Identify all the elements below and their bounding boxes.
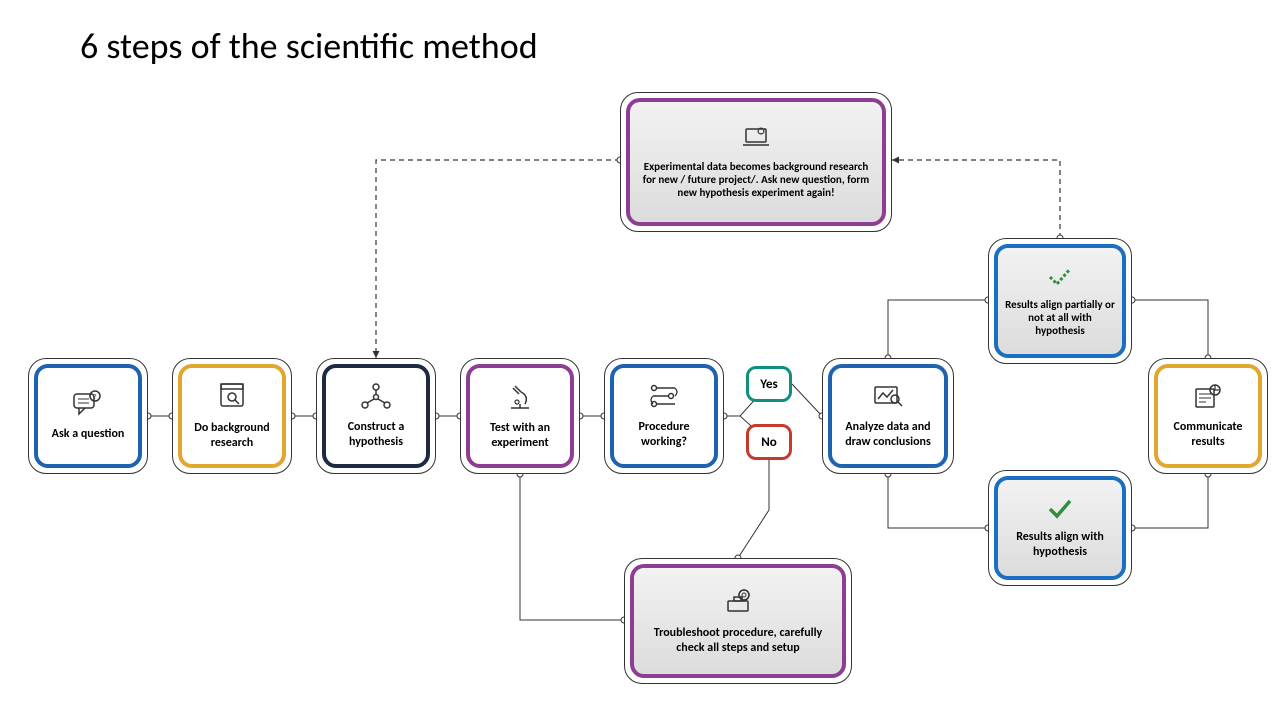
communicate-icon [1194,383,1222,414]
node-partial-label: Results align partially or not at all wi… [1004,298,1116,338]
page-title: 6 steps of the scientific method [80,24,538,68]
node-research: Do background research [178,364,286,468]
research-icon [218,382,246,415]
node-feedback: Experimental data becomes background res… [626,98,886,226]
node-trouble-label: Troubleshoot procedure, carefully check … [640,626,836,655]
node-feedback-label: Experimental data becomes background res… [636,160,876,200]
chat-question-icon: ? [73,390,103,421]
check-icon [1047,497,1073,524]
node-test: Test with an experiment [466,364,574,468]
node-analyze: Analyze data and draw conclusions [828,364,948,468]
node-hypothesis: Construct a hypothesis [322,364,430,468]
node-ask-label: Ask a question [52,427,125,441]
node-align-label: Results align with hypothesis [1004,530,1116,559]
node-procedure-label: Procedure working? [620,420,708,449]
procedure-icon [649,383,679,414]
laptop-icon [741,125,771,154]
microscope-icon [507,382,533,415]
badge-no: No [746,424,792,460]
badge-yes: Yes [746,366,792,402]
check-dashed-icon [1047,265,1073,292]
node-communicate-label: Communicate results [1164,420,1252,449]
node-procedure: Procedure working? [610,364,718,468]
node-ask: ? Ask a question [34,364,142,468]
svg-text:?: ? [93,392,96,401]
node-test-label: Test with an experiment [476,421,564,450]
analyze-icon [873,383,903,414]
node-hypothesis-label: Construct a hypothesis [332,420,420,449]
node-analyze-label: Analyze data and draw conclusions [838,420,938,449]
node-communicate: Communicate results [1154,364,1262,468]
node-research-label: Do background research [188,421,276,450]
hypothesis-icon [360,383,392,414]
node-align: Results align with hypothesis [994,476,1126,580]
node-trouble: Troubleshoot procedure, carefully check … [630,564,846,678]
node-partial: Results align partially or not at all wi… [994,244,1126,358]
troubleshoot-icon [722,587,754,620]
